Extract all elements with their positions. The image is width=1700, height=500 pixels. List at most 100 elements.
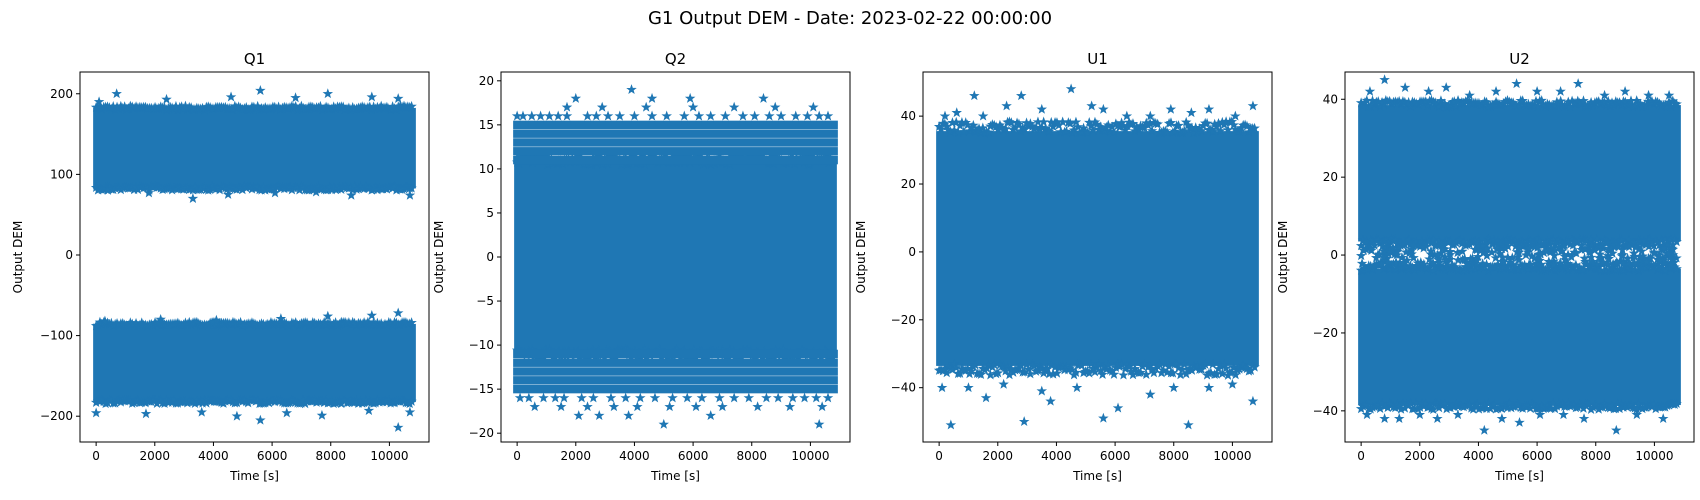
data-point [738,111,748,121]
data-point [635,393,646,402]
data-point [524,393,534,402]
data-point [603,111,613,121]
data-point [764,111,775,121]
data-point [559,393,569,402]
outlier-point [1183,420,1194,430]
chart-panel-u2: 0 2000 4000 6000 8000 10000 −40 −20 0 20 40 U2 Time … [1276,50,1695,483]
x-tick-label: 6000 [257,449,288,463]
data-point [544,111,555,121]
outlier-point [1045,396,1056,406]
outlier-point [1365,86,1375,96]
data-point [823,393,833,402]
data-point [664,401,675,411]
outlier-point [963,382,974,392]
data-point [705,111,716,121]
x-tick-label: 4000 [198,449,229,463]
y-tick-label: 15 [479,118,494,132]
outlier-point [197,407,207,417]
axes-frame [922,71,1273,443]
y-tick-label: 10 [479,162,494,176]
chart-panel-q2: 0 2000 4000 6000 8000 10000 −20 −15 −10 −5 0 5 10 15 2… [432,50,851,483]
data-point [556,401,566,411]
x-tick-label: 6000 [1522,449,1553,463]
data-point [776,111,786,121]
outlier-point [91,408,101,417]
y-axis-label: Output DEM [432,221,446,294]
outlier-point [647,93,657,103]
data-level [513,129,838,138]
outlier-point [1072,382,1082,392]
data-point [814,111,824,121]
axes-frame [1344,71,1695,443]
data-point [588,393,599,402]
x-tick-label: 0 [935,449,943,463]
outlier-point [969,90,980,100]
x-tick-label: 4000 [1463,449,1494,463]
data-point [609,401,619,411]
y-tick-label: 0 [908,245,916,259]
outlier-point [1555,86,1566,96]
chart-title: U1 [1087,50,1108,68]
data-point [808,102,819,112]
x-tick-label: 2000 [140,449,171,463]
outlier-point [1432,413,1443,423]
plot-area [91,85,417,432]
x-tick-label: 2000 [983,449,1014,463]
data-point [576,393,587,402]
data-point [553,111,563,121]
outlier-point [1532,86,1542,96]
data-point [823,111,833,121]
outlier-point [1379,413,1390,423]
y-tick-label: 0 [65,248,73,262]
outlier-point [814,419,824,429]
y-tick-label: −5 [476,294,494,308]
outlier-point [1248,101,1258,110]
outlier-point [1453,409,1463,419]
data-point [1071,117,1081,127]
plot-area [934,84,1260,430]
data-band-0 [93,107,416,189]
outlier-point [226,92,236,101]
x-tick-label: 8000 [736,449,767,463]
outlier-point [1204,104,1214,114]
outlier-point [978,111,988,121]
data-point [550,393,560,402]
outlier-point [255,85,266,95]
data-band-0 [1358,105,1681,242]
outlier-point [1491,86,1501,96]
data-point [770,102,780,112]
x-axis-label: Time [s] [650,469,700,483]
x-tick-label: 10000 [791,449,829,463]
data-point [562,111,572,121]
data-point [515,393,525,402]
data-level [513,384,838,394]
outlier-point [1037,104,1047,114]
outlier-point [952,107,962,117]
chart-title: Q1 [244,50,265,68]
x-tick-label: 0 [513,449,521,463]
data-level [513,155,838,165]
data-band-core [514,162,837,352]
outlier-point [1248,396,1258,406]
y-axis-label: Output DEM [1276,221,1290,294]
x-tick-label: 10000 [1213,449,1251,463]
outlier-point [1511,78,1522,88]
outlier-point [594,410,604,420]
outlier-point [1514,417,1525,427]
data-point [597,102,607,112]
data-point [582,111,593,121]
outlier-point [1037,386,1047,396]
data-point [632,401,643,411]
outlier-point [1016,90,1026,100]
chart-panel-q1: 0 2000 4000 6000 8000 10000 −200 −100 0 100 200 Q1 T… [11,50,430,483]
data-point [688,102,698,112]
x-tick-label: 10000 [370,449,408,463]
outlier-point [161,94,172,104]
outlier-point [1579,413,1589,423]
outlier-point [367,310,377,320]
data-point [538,393,549,402]
outlier-point [937,382,947,392]
outlier-point [758,93,769,103]
data-level [513,349,838,359]
